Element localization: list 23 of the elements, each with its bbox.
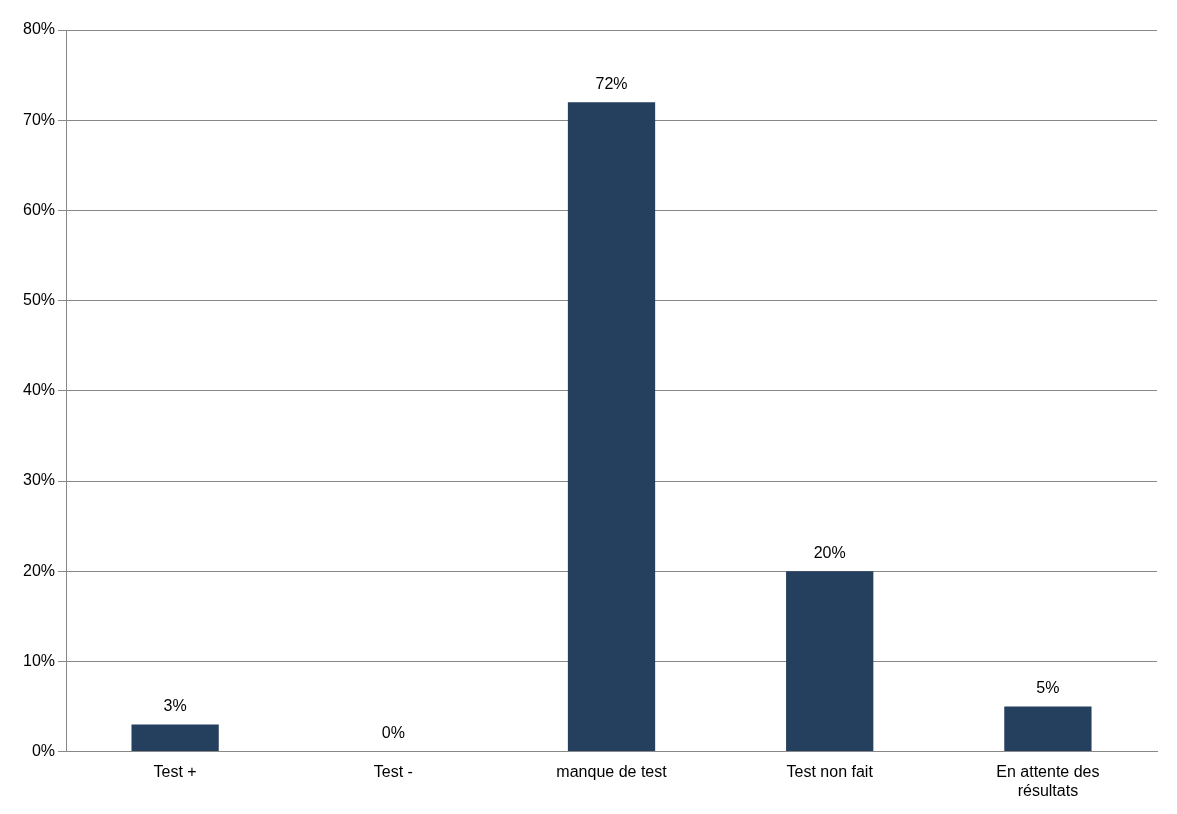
y-tick-label: 30% (22, 471, 56, 489)
bar (131, 724, 219, 752)
y-tick-label: 20% (22, 561, 56, 579)
bar (1004, 706, 1092, 752)
y-tick-label: 60% (22, 200, 56, 218)
bar (567, 102, 656, 752)
x-tick-label: Test non fait (786, 762, 874, 780)
data-label: 20% (813, 543, 846, 561)
bar (786, 571, 874, 752)
y-tick-label: 0% (31, 742, 56, 760)
data-label: 72% (595, 74, 628, 92)
y-tick-label: 10% (22, 651, 56, 669)
y-tick-label: 50% (22, 291, 56, 309)
x-tick-label: En attente des résultats (996, 762, 1100, 799)
y-tick-label: 40% (22, 381, 56, 399)
data-label: 5% (1036, 678, 1060, 696)
x-tick-label: Test + (153, 762, 197, 780)
data-label: 0% (381, 724, 405, 742)
y-tick-label: 70% (22, 110, 56, 128)
data-label: 3% (163, 696, 187, 714)
y-tick-label: 80% (22, 20, 56, 38)
x-tick-label: manque de test (556, 762, 668, 780)
x-tick-label: Test - (373, 762, 413, 780)
